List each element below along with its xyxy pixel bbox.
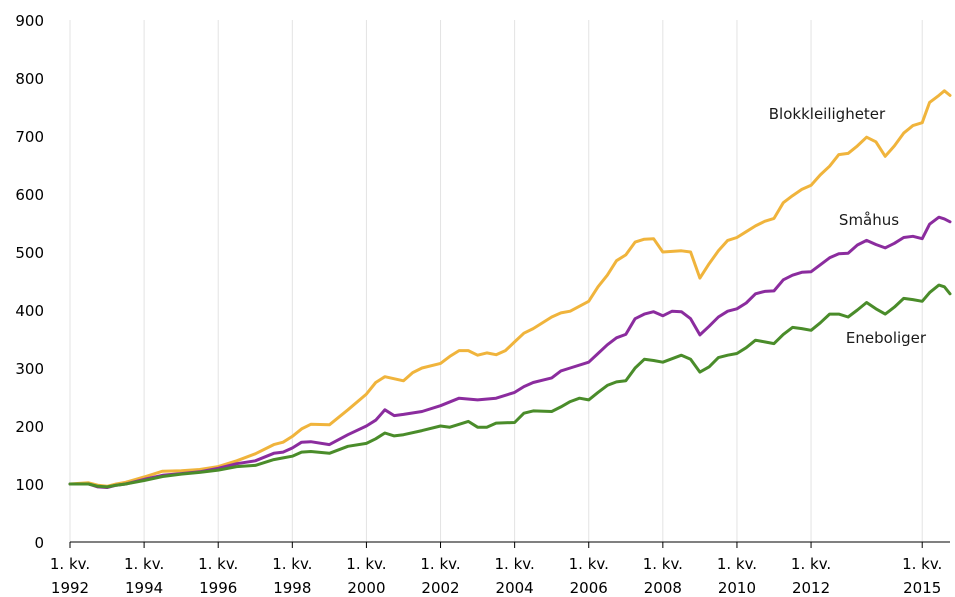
x-tick-label-quarter: 1. kv. bbox=[50, 555, 90, 573]
x-tick-label-year: 1992 bbox=[51, 579, 89, 597]
x-tick-label-year: 2000 bbox=[347, 579, 385, 597]
y-tick-label: 400 bbox=[15, 302, 44, 320]
x-tick-label-year: 2008 bbox=[644, 579, 682, 597]
x-tick-label-year: 2004 bbox=[496, 579, 534, 597]
series-line-smahus bbox=[68, 215, 952, 489]
y-tick-label: 600 bbox=[15, 186, 44, 204]
x-tick-label-quarter: 1. kv. bbox=[124, 555, 164, 573]
x-tick-label-year: 1998 bbox=[273, 579, 311, 597]
x-tick-label-year: 2015 bbox=[903, 579, 941, 597]
vertical-gridlines bbox=[69, 20, 923, 542]
x-tick-label-year: 1996 bbox=[199, 579, 237, 597]
series-line-eneboliger bbox=[68, 283, 952, 489]
x-tick-label-quarter: 1. kv. bbox=[272, 555, 312, 573]
series-label-blokkleiligheter: Blokkleiligheter bbox=[769, 105, 886, 123]
y-tick-label: 200 bbox=[15, 418, 44, 436]
x-tick-label-year: 2012 bbox=[792, 579, 830, 597]
series-label-eneboliger: Eneboliger bbox=[846, 329, 927, 347]
y-tick-label: 300 bbox=[15, 360, 44, 378]
y-tick-label: 500 bbox=[15, 244, 44, 262]
series-labels: Blokkleiligheter Småhus Eneboliger bbox=[769, 105, 927, 347]
y-tick-label: 700 bbox=[15, 128, 44, 146]
x-tick-label-quarter: 1. kv. bbox=[902, 555, 942, 573]
x-tick-label-quarter: 1. kv. bbox=[643, 555, 683, 573]
x-tick-label-quarter: 1. kv. bbox=[420, 555, 460, 573]
x-tick-label-quarter: 1. kv. bbox=[791, 555, 831, 573]
series-lines bbox=[68, 89, 952, 489]
y-tick-label: 100 bbox=[15, 476, 44, 494]
x-tick-label-year: 1994 bbox=[125, 579, 163, 597]
x-tick-label-year: 2010 bbox=[718, 579, 756, 597]
y-axis-tick-labels: 0 100 200 300 400 500 600 700 800 900 bbox=[15, 12, 44, 552]
y-tick-label: 0 bbox=[34, 534, 44, 552]
x-tick-label-quarter: 1. kv. bbox=[198, 555, 238, 573]
y-tick-label: 800 bbox=[15, 70, 44, 88]
series-line-blokkleiligheter bbox=[68, 89, 952, 488]
x-tick-label-year: 2002 bbox=[421, 579, 459, 597]
x-tick-label-quarter: 1. kv. bbox=[717, 555, 757, 573]
x-tick-label-year: 2006 bbox=[570, 579, 608, 597]
y-tick-label: 900 bbox=[15, 12, 44, 30]
x-tick-label-quarter: 1. kv. bbox=[569, 555, 609, 573]
x-tick-label-quarter: 1. kv. bbox=[495, 555, 535, 573]
x-axis-tick-labels: 1. kv. 1992 1. kv. 1994 1. kv. 1996 1. kv. 1998… bbox=[50, 542, 942, 597]
series-label-smahus: Småhus bbox=[839, 211, 899, 229]
x-tick-label-quarter: 1. kv. bbox=[346, 555, 386, 573]
